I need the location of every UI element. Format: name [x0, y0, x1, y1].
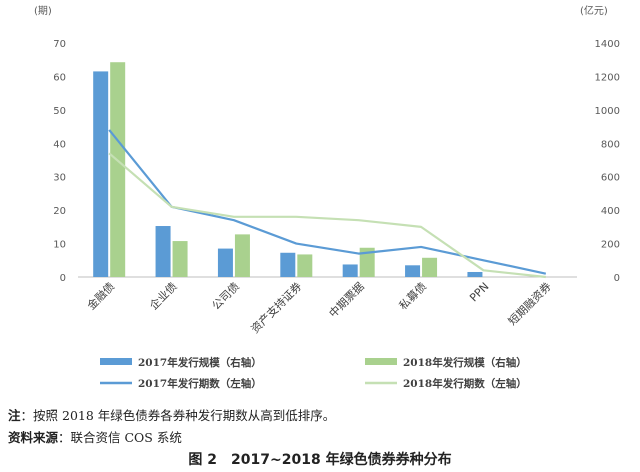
bar	[280, 252, 296, 277]
legend-swatch	[100, 358, 132, 365]
right-tick-label: 1200	[595, 72, 620, 83]
bar-series	[93, 62, 483, 278]
category-label: 资产支持证券	[248, 279, 305, 336]
left-tick-label: 10	[53, 240, 66, 251]
source-text: ：联合资信 COS 系统	[58, 430, 182, 445]
series-line	[108, 152, 546, 279]
category-label: 私募债	[396, 279, 429, 312]
source-note: 资料来源：联合资信 COS 系统	[8, 427, 182, 446]
bar	[155, 226, 171, 277]
category-label: 中期票据	[326, 279, 367, 320]
category-label: 公司债	[209, 279, 242, 312]
category-label: 金融债	[84, 279, 117, 312]
left-axis-unit: (期)	[34, 5, 52, 17]
axis-ticks: 0 10 20 30 40 50 60 70 0 200 400 600 800 1000 1200 1400	[53, 39, 620, 284]
category-label: 短期融资券	[505, 279, 554, 328]
category-labels: 金融债 企业债 公司债 资产支持证券 中期票据 私募债 PPN 短期融资券	[84, 279, 554, 336]
bar	[93, 71, 109, 278]
right-tick-label: 200	[601, 240, 620, 251]
legend: 2017年发行规模（右轴） 2018年发行规模（右轴） 2017年发行期数（左轴） 2…	[100, 356, 527, 390]
right-axis-unit: (亿元)	[580, 4, 608, 17]
bar	[359, 247, 375, 277]
left-tick-label: 30	[53, 173, 66, 184]
legend-label: 2018年发行期数（左轴）	[403, 377, 527, 390]
legend-label: 2017年发行规模（右轴）	[138, 356, 262, 369]
bar	[342, 264, 358, 277]
bond-type-chart: 0 10 20 30 40 50 60 70 0 200 400 600 800 1000 1200 1400…	[34, 4, 620, 390]
line-series	[108, 129, 547, 279]
source-label: 资料来源	[8, 430, 59, 445]
bar	[405, 265, 421, 277]
left-tick-label: 20	[53, 206, 66, 217]
right-tick-label: 600	[601, 173, 620, 184]
bar	[172, 241, 188, 277]
bar	[110, 62, 126, 277]
left-tick-label: 40	[53, 139, 66, 150]
right-tick-label: 800	[601, 139, 620, 150]
footnote-text: ：按照 2018 年绿色债券各券种发行期数从高到低排序。	[20, 408, 336, 423]
left-tick-label: 0	[60, 273, 66, 284]
bar	[467, 271, 483, 277]
legend-swatch	[365, 358, 397, 365]
figure-caption: 图 2 2017~2018 年绿色债券券种分布	[188, 452, 452, 468]
category-label: PPN	[467, 280, 491, 304]
bar	[217, 248, 233, 277]
right-tick-label: 0	[614, 273, 620, 284]
right-tick-label: 1000	[595, 106, 620, 117]
legend-label: 2017年发行期数（左轴）	[138, 377, 262, 390]
left-tick-label: 60	[53, 72, 66, 83]
right-tick-label: 1400	[595, 39, 620, 50]
bar	[297, 254, 313, 277]
footnote: 注：按照 2018 年绿色债券各券种发行期数从高到低排序。	[8, 405, 335, 424]
bar	[422, 257, 438, 277]
legend-label: 2018年发行规模（右轴）	[403, 356, 527, 369]
right-tick-label: 400	[601, 206, 620, 217]
left-tick-label: 70	[53, 39, 66, 50]
footnote-label: 注	[8, 408, 21, 423]
left-tick-label: 50	[53, 106, 66, 117]
bar	[234, 234, 250, 277]
category-label: 企业债	[146, 279, 179, 312]
